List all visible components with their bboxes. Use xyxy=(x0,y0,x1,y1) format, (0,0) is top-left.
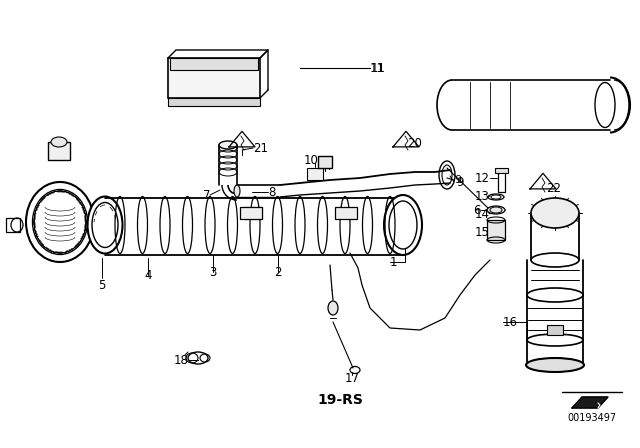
Bar xyxy=(240,207,262,219)
Ellipse shape xyxy=(188,352,208,364)
Ellipse shape xyxy=(219,141,237,149)
Text: 9: 9 xyxy=(456,176,463,189)
Text: 2: 2 xyxy=(275,266,282,279)
Text: 21: 21 xyxy=(253,142,268,155)
Text: 11: 11 xyxy=(371,61,385,74)
Ellipse shape xyxy=(531,253,579,267)
Text: 12: 12 xyxy=(475,172,490,185)
Text: 20: 20 xyxy=(407,137,422,150)
Text: 15: 15 xyxy=(475,225,490,238)
Bar xyxy=(168,58,260,98)
Text: 7: 7 xyxy=(202,189,210,202)
Bar xyxy=(170,58,258,70)
Bar xyxy=(168,98,260,106)
Bar xyxy=(48,142,70,160)
Bar xyxy=(498,170,505,192)
Text: 9: 9 xyxy=(454,175,461,185)
Ellipse shape xyxy=(384,195,422,255)
Ellipse shape xyxy=(88,197,122,254)
Ellipse shape xyxy=(26,182,94,262)
Text: 22: 22 xyxy=(546,181,561,194)
Text: 18—: 18— xyxy=(173,353,200,366)
Text: 14: 14 xyxy=(475,207,490,220)
Ellipse shape xyxy=(234,185,240,197)
Bar xyxy=(335,207,357,219)
Bar xyxy=(547,325,563,335)
Text: 1: 1 xyxy=(390,255,397,268)
Bar xyxy=(318,156,332,168)
Text: 16: 16 xyxy=(503,315,518,328)
Ellipse shape xyxy=(527,288,583,302)
Ellipse shape xyxy=(328,301,338,315)
Ellipse shape xyxy=(51,137,67,147)
Ellipse shape xyxy=(487,206,505,214)
Bar xyxy=(244,207,262,219)
Ellipse shape xyxy=(527,334,583,346)
Text: 6: 6 xyxy=(474,203,481,216)
Text: 10: 10 xyxy=(303,154,319,167)
Text: 13: 13 xyxy=(475,190,490,202)
Text: 5: 5 xyxy=(99,279,106,292)
Text: 8: 8 xyxy=(268,185,275,198)
Text: 17: 17 xyxy=(344,371,360,384)
Ellipse shape xyxy=(531,198,579,228)
Text: 00193497: 00193497 xyxy=(568,413,616,423)
Bar xyxy=(495,168,508,173)
Ellipse shape xyxy=(526,358,584,372)
Text: 4: 4 xyxy=(144,268,152,281)
Bar xyxy=(307,168,323,180)
Polygon shape xyxy=(572,397,608,408)
Bar xyxy=(6,218,20,232)
Bar xyxy=(487,220,505,240)
Text: 11: 11 xyxy=(370,61,385,74)
Text: 3: 3 xyxy=(209,266,217,279)
Text: 19-RS: 19-RS xyxy=(317,393,363,407)
